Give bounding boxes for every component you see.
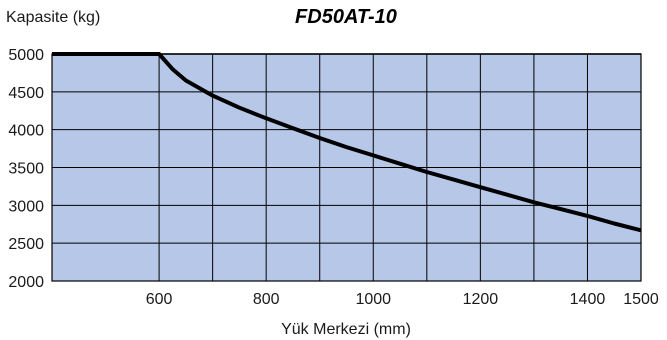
x-tick-label: 1000 xyxy=(355,291,391,308)
y-axis-label: Kapasite (kg) xyxy=(6,9,100,26)
y-tick-labels: 2000 2500 3000 3500 4000 4500 5000 xyxy=(8,47,44,291)
y-tick-label: 3500 xyxy=(8,161,44,178)
y-tick-label: 2000 xyxy=(8,274,44,291)
chart-title: FD50AT-10 xyxy=(295,6,397,28)
y-tick-label: 2500 xyxy=(8,236,44,253)
y-tick-label: 5000 xyxy=(8,47,44,64)
y-tick-label: 4500 xyxy=(8,85,44,102)
x-tick-label: 1400 xyxy=(570,291,606,308)
y-tick-label: 3000 xyxy=(8,198,44,215)
x-axis-label: Yük Merkezi (mm) xyxy=(281,321,411,338)
x-tick-label: 1500 xyxy=(623,291,659,308)
x-tick-labels: 600 800 1000 1200 1400 1500 xyxy=(146,291,659,308)
capacity-curve xyxy=(52,52,642,233)
x-tick-label: 600 xyxy=(146,291,173,308)
y-tick-label: 4000 xyxy=(8,123,44,140)
x-tick-label: 800 xyxy=(253,291,280,308)
x-tick-label: 1200 xyxy=(463,291,499,308)
